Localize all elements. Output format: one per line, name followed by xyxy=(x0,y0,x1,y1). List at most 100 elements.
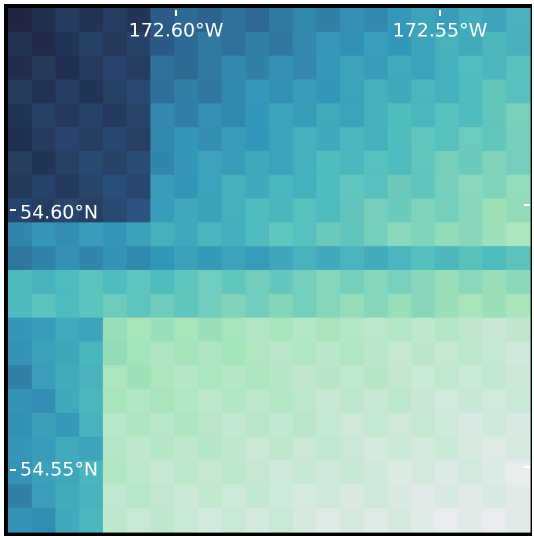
raster-cell xyxy=(198,127,222,151)
raster-cell xyxy=(55,246,79,270)
raster-cell xyxy=(411,389,435,413)
raster-cell xyxy=(459,151,483,175)
raster-cell xyxy=(388,56,412,80)
raster-cell xyxy=(388,294,412,318)
raster-cell xyxy=(55,437,79,461)
raster-cell xyxy=(364,127,388,151)
raster-cell xyxy=(174,199,198,223)
raster-cell xyxy=(388,199,412,223)
raster-cell xyxy=(459,365,483,389)
raster-cell xyxy=(222,389,246,413)
raster-cell xyxy=(174,151,198,175)
raster-cell xyxy=(8,413,32,437)
raster-cell xyxy=(245,508,269,532)
raster-cell xyxy=(79,79,103,103)
raster-cell xyxy=(8,175,32,199)
raster-cell xyxy=(483,413,507,437)
raster-cell xyxy=(459,79,483,103)
raster-cell xyxy=(459,246,483,270)
raster-cell xyxy=(340,79,364,103)
raster-cell xyxy=(222,175,246,199)
raster-cell xyxy=(222,484,246,508)
raster-cell xyxy=(127,103,151,127)
raster-cell xyxy=(103,508,127,532)
raster-cell xyxy=(316,508,340,532)
raster-cell xyxy=(388,79,412,103)
raster-cell xyxy=(483,318,507,342)
raster-cell xyxy=(150,484,174,508)
raster-cell xyxy=(435,151,459,175)
raster-cell xyxy=(506,8,530,32)
raster-cell xyxy=(435,270,459,294)
raster-cell xyxy=(245,318,269,342)
raster-cell xyxy=(174,222,198,246)
raster-cell xyxy=(8,318,32,342)
raster-cell xyxy=(79,32,103,56)
raster-cell xyxy=(340,365,364,389)
raster-cell xyxy=(435,56,459,80)
raster-cell xyxy=(459,389,483,413)
raster-cell xyxy=(55,365,79,389)
raster-cell xyxy=(245,8,269,32)
raster-cell xyxy=(459,484,483,508)
raster-cell xyxy=(79,389,103,413)
raster-cell xyxy=(55,484,79,508)
raster-cell xyxy=(103,127,127,151)
raster-cell xyxy=(459,175,483,199)
raster-cell xyxy=(340,389,364,413)
raster-cell xyxy=(32,294,56,318)
raster-cell xyxy=(364,103,388,127)
raster-cell xyxy=(388,365,412,389)
raster-cell xyxy=(174,437,198,461)
raster-cell xyxy=(411,413,435,437)
raster-cell xyxy=(506,103,530,127)
raster-cell xyxy=(269,151,293,175)
raster-cell xyxy=(8,270,32,294)
raster-cell xyxy=(293,222,317,246)
raster-cell xyxy=(364,270,388,294)
raster-cell xyxy=(103,294,127,318)
raster-cell xyxy=(150,151,174,175)
raster-cell xyxy=(459,56,483,80)
raster-cell xyxy=(222,365,246,389)
raster-cell xyxy=(269,484,293,508)
raster-cell xyxy=(340,461,364,485)
raster-cell xyxy=(316,413,340,437)
raster-cell xyxy=(8,365,32,389)
raster-cell xyxy=(435,294,459,318)
raster-cell xyxy=(32,79,56,103)
raster-cell xyxy=(411,461,435,485)
raster-cell xyxy=(411,127,435,151)
raster-cell xyxy=(8,294,32,318)
raster-cell xyxy=(174,270,198,294)
raster-cell xyxy=(364,151,388,175)
raster-cell xyxy=(388,389,412,413)
raster-cell xyxy=(198,103,222,127)
raster-cell xyxy=(150,175,174,199)
raster-cell xyxy=(79,103,103,127)
raster-cell xyxy=(293,270,317,294)
raster-cell xyxy=(198,175,222,199)
raster-cell xyxy=(55,294,79,318)
raster-cell xyxy=(8,56,32,80)
raster-cell xyxy=(103,32,127,56)
raster-cell xyxy=(222,127,246,151)
raster-cell xyxy=(459,103,483,127)
raster-cell xyxy=(435,318,459,342)
raster-cell xyxy=(293,8,317,32)
raster-cell xyxy=(435,437,459,461)
raster-cell xyxy=(127,341,151,365)
raster-cell xyxy=(79,246,103,270)
raster-cell xyxy=(174,461,198,485)
raster-cell xyxy=(506,246,530,270)
raster-cell xyxy=(269,56,293,80)
raster-cell xyxy=(127,222,151,246)
raster-cell xyxy=(435,222,459,246)
raster-cell xyxy=(293,151,317,175)
raster-cell xyxy=(316,318,340,342)
raster-cell xyxy=(293,175,317,199)
raster-cell xyxy=(55,318,79,342)
raster-cell xyxy=(293,56,317,80)
raster-cell xyxy=(8,127,32,151)
raster-cell xyxy=(269,341,293,365)
